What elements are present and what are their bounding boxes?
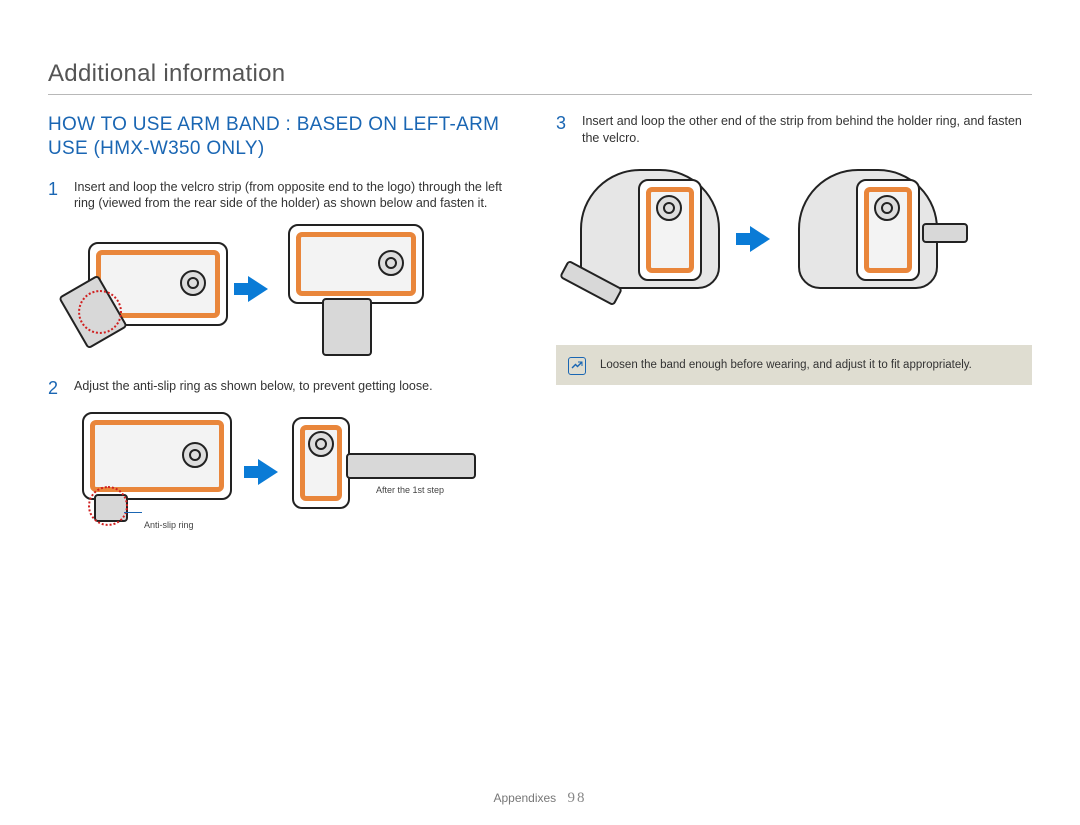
arrow-right-icon — [258, 459, 278, 485]
page-footer: Appendixes 98 — [0, 790, 1080, 807]
caption-anti-slip: Anti-slip ring — [144, 520, 194, 530]
caption-after-step1: After the 1st step — [376, 485, 444, 495]
step1-illustration — [74, 224, 524, 354]
step3-illustration — [566, 159, 1032, 319]
right-column: 3 Insert and loop the other end of the s… — [556, 113, 1032, 556]
note-text: Loosen the band enough before wearing, a… — [600, 359, 972, 371]
divider — [48, 94, 1032, 95]
step-number: 1 — [48, 179, 62, 213]
arrow-right-icon — [750, 226, 770, 252]
main-heading: HOW TO USE ARM BAND : BASED ON LEFT-ARM … — [48, 113, 524, 161]
highlight-circle-icon — [78, 290, 122, 334]
two-column-layout: HOW TO USE ARM BAND : BASED ON LEFT-ARM … — [48, 113, 1032, 556]
arrow-right-icon — [248, 276, 268, 302]
highlight-circle-icon — [88, 486, 128, 526]
left-column: HOW TO USE ARM BAND : BASED ON LEFT-ARM … — [48, 113, 524, 556]
step-2: 2 Adjust the anti-slip ring as shown bel… — [48, 378, 524, 400]
footer-label: Appendixes — [493, 791, 556, 805]
illus-step3-a — [566, 159, 736, 319]
note-box: Loosen the band enough before wearing, a… — [556, 345, 1032, 385]
illus-step2-a: Anti-slip ring — [74, 412, 244, 532]
illus-step1-b — [282, 224, 432, 354]
step-text: Insert and loop the velcro strip (from o… — [74, 179, 524, 213]
step2-illustration: Anti-slip ring After the 1st step — [74, 412, 524, 532]
section-title: Additional information — [48, 60, 1032, 88]
step-1: 1 Insert and loop the velcro strip (from… — [48, 179, 524, 213]
step-number: 2 — [48, 378, 62, 400]
illus-step1-a — [74, 234, 234, 344]
illus-step2-b: After the 1st step — [292, 417, 482, 527]
note-icon — [568, 357, 586, 375]
page-number: 98 — [568, 790, 587, 806]
step-3: 3 Insert and loop the other end of the s… — [556, 113, 1032, 147]
step-number: 3 — [556, 113, 570, 147]
illus-step3-b — [784, 159, 954, 319]
step-text: Insert and loop the other end of the str… — [582, 113, 1032, 147]
step-text: Adjust the anti-slip ring as shown below… — [74, 378, 433, 400]
